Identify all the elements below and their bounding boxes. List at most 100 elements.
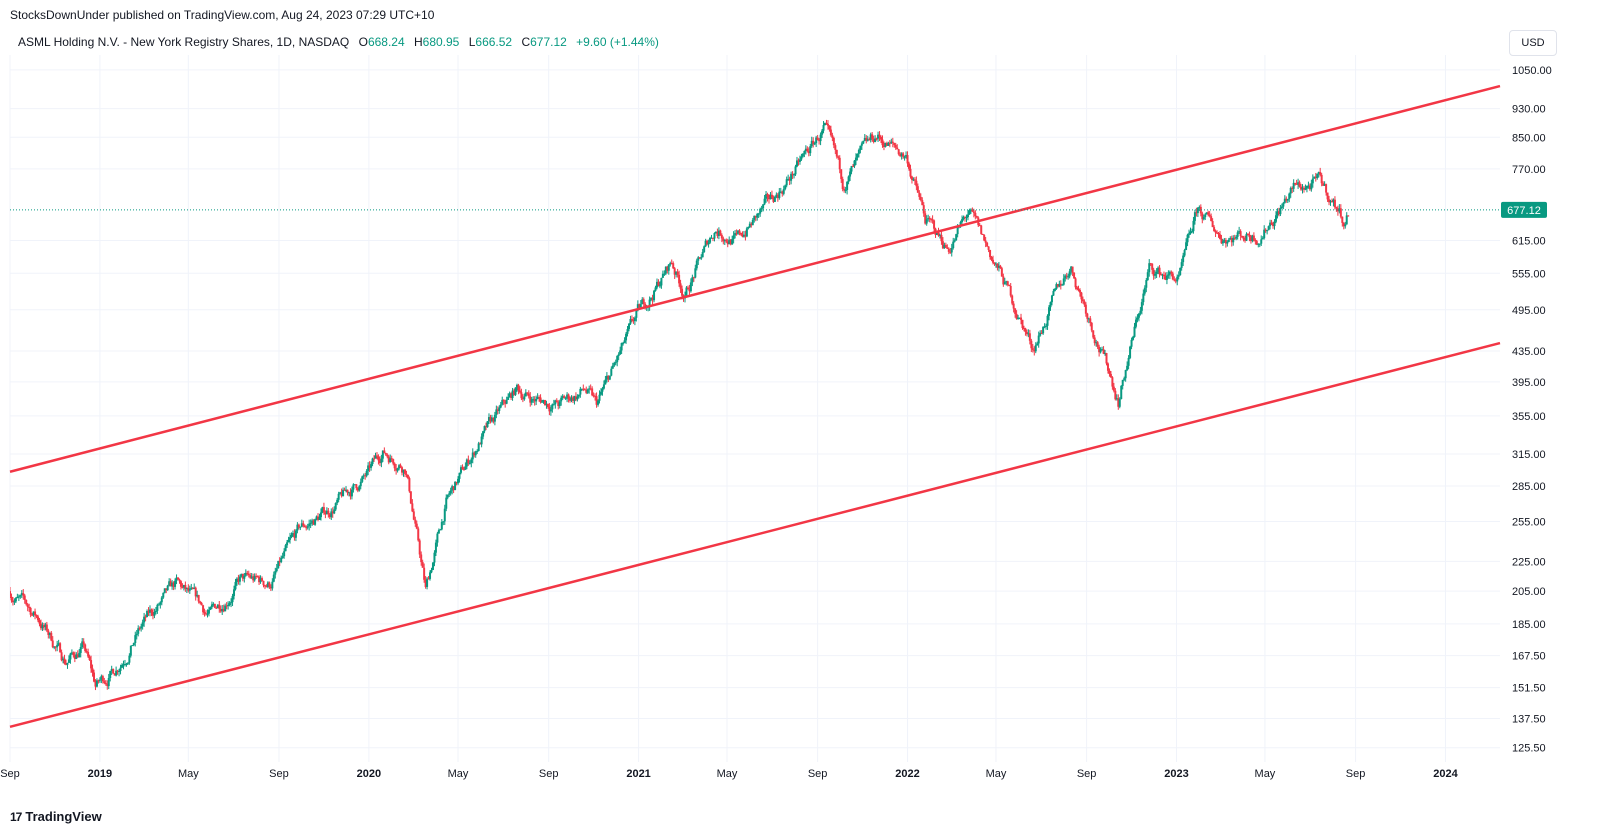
candle-body (1154, 273, 1157, 276)
candle-body (216, 604, 219, 609)
x-tick-label: 2021 (626, 768, 650, 780)
candle-body (742, 234, 745, 237)
candle-body (574, 396, 577, 400)
candle-body (143, 616, 146, 623)
candle-body (1330, 201, 1333, 203)
candle-body (1014, 308, 1017, 314)
candle-body (1022, 327, 1025, 329)
candle-body (747, 227, 750, 229)
candle-body (90, 660, 93, 669)
candle-body (1233, 237, 1236, 239)
candle-body (134, 635, 137, 643)
candle-body (860, 143, 863, 146)
candle-body (1081, 299, 1084, 302)
candle-body (440, 522, 443, 530)
candle-body (1229, 238, 1232, 240)
candle-body (487, 417, 490, 422)
candle-body (98, 679, 101, 681)
candle-body (888, 142, 891, 144)
candle-body (608, 375, 611, 380)
candle-body (611, 365, 614, 369)
candle-body (821, 130, 824, 135)
candle-body (128, 655, 131, 663)
candle-body (567, 394, 570, 399)
candle-body (834, 145, 837, 150)
candle-body (235, 578, 238, 582)
candle-body (1326, 192, 1329, 200)
candle-body (1245, 233, 1248, 241)
candle-body (140, 626, 143, 629)
candle-body (280, 557, 283, 563)
y-tick-label: 125.50 (1512, 743, 1546, 755)
candle-body (563, 396, 566, 399)
candle-body (622, 342, 625, 344)
candle-body (67, 659, 70, 663)
candle-body (1251, 235, 1254, 242)
candle-body (663, 273, 666, 275)
candle-body (657, 281, 660, 286)
candle-body (841, 179, 844, 190)
candle-body (1217, 233, 1220, 235)
candle-body (1033, 349, 1036, 352)
candle-body (311, 520, 314, 524)
candle-body (515, 384, 518, 388)
candle-body (266, 582, 269, 587)
candle-body (1291, 187, 1294, 189)
candle-body (377, 456, 380, 461)
candle-body (902, 153, 905, 157)
candle-body (620, 343, 623, 351)
candle-body (199, 601, 202, 603)
candle-body (717, 230, 720, 236)
candle-body (854, 157, 857, 161)
candle-body (706, 240, 709, 245)
candle-body (1342, 222, 1345, 227)
candle-body (859, 145, 862, 150)
candle-body (1261, 238, 1264, 240)
candle-body (952, 241, 955, 249)
y-tick-label: 167.50 (1512, 651, 1546, 663)
candle-body (1130, 339, 1133, 347)
candle-body (1076, 287, 1079, 290)
candle-body (701, 252, 704, 258)
candle-body (50, 632, 53, 641)
candle-body (374, 455, 377, 459)
candle-body (1232, 237, 1235, 243)
candle-body (328, 514, 331, 518)
candle-body (763, 198, 766, 205)
candle-body (916, 186, 919, 193)
candle-body (766, 194, 769, 198)
candle-body (1027, 333, 1030, 335)
y-tick-label: 151.50 (1512, 683, 1546, 695)
candle-body (368, 465, 371, 468)
candle-body (1028, 333, 1031, 341)
candle-body (664, 266, 667, 274)
candle-body (524, 392, 527, 397)
candle-body (1241, 235, 1244, 238)
candle-body (446, 494, 449, 498)
candle-body (1274, 215, 1277, 222)
candle-body (857, 149, 860, 154)
candle-body (205, 613, 208, 615)
candle-body (342, 489, 345, 497)
candle-body (501, 399, 504, 405)
currency-selector[interactable]: USD (1509, 30, 1557, 56)
candle-body (938, 234, 941, 236)
candle-body (327, 510, 330, 515)
candle-body (1055, 284, 1058, 290)
candle-body (371, 458, 374, 465)
last-price-label: 677.12 (1507, 205, 1541, 217)
candle-body (605, 375, 608, 380)
candle-body (403, 469, 406, 474)
candle-body (194, 587, 197, 597)
candle-body (443, 508, 446, 522)
candle-body (532, 399, 535, 401)
candle-body (1269, 222, 1272, 227)
candle-body (840, 169, 843, 180)
candle-body (54, 646, 57, 648)
candle-body (1008, 284, 1011, 287)
candle-body (810, 140, 813, 147)
candle-body (651, 298, 654, 301)
candle-body (874, 138, 877, 142)
candle-body (999, 265, 1002, 269)
